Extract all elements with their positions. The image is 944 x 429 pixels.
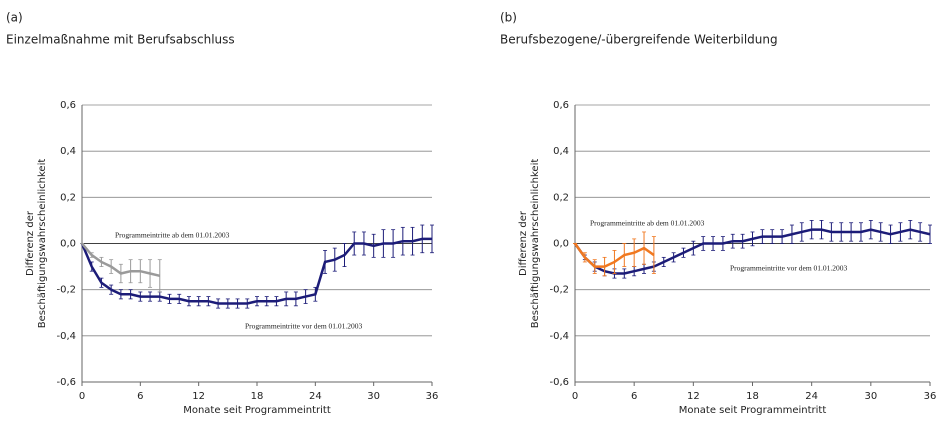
chart-title: Berufsbezogene/-übergreifende Weiterbild… [500, 33, 778, 47]
y-tick-label: 0,2 [553, 192, 569, 203]
y-axis-label: Beschäftigungswahrscheinlichkeit [37, 159, 48, 329]
annotation: Programmeintritte ab dem 01.01.2003 [590, 219, 705, 228]
x-axis-label: Monate seit Programmeintritt [679, 405, 827, 416]
y-tick-label: -0,4 [549, 331, 569, 342]
x-tick-label: 6 [631, 391, 637, 402]
series-line [573, 228, 931, 275]
x-tick-label: 18 [746, 391, 759, 402]
y-tick-label: -0,4 [56, 331, 76, 342]
annotation: Programmeintritte ab dem 01.01.2003 [115, 231, 230, 240]
y-tick-label: 0,0 [553, 239, 569, 250]
y-tick-label: -0,2 [56, 285, 76, 296]
y-tick-label: -0,6 [549, 377, 569, 388]
x-tick-label: 0 [79, 391, 85, 402]
y-axis-label: Differenz der [518, 210, 529, 276]
y-tick-label: 0,0 [60, 239, 76, 250]
y-tick-label: 0,6 [60, 100, 76, 111]
x-tick-label: 24 [309, 391, 322, 402]
x-tick-label: 12 [192, 391, 205, 402]
panel-label: (b) [500, 11, 517, 25]
series-line [573, 242, 655, 268]
y-tick-label: 0,4 [60, 146, 76, 157]
x-tick-label: 12 [687, 391, 700, 402]
panel-label: (a) [6, 11, 23, 25]
series-line [80, 237, 432, 305]
y-tick-label: 0,6 [553, 100, 569, 111]
x-tick-label: 6 [137, 391, 143, 402]
x-tick-label: 30 [864, 391, 877, 402]
y-axis-label: Beschäftigungswahrscheinlichkeit [530, 159, 541, 329]
x-tick-label: 36 [924, 391, 937, 402]
annotation: Programmeintritte vor dem 01.01.2003 [730, 264, 848, 273]
y-tick-label: 0,2 [60, 192, 76, 203]
annotation: Programmeintritte vor dem 01.01.2003 [245, 322, 363, 331]
y-tick-label: -0,2 [549, 285, 569, 296]
x-tick-label: 36 [426, 391, 439, 402]
x-tick-label: 0 [572, 391, 578, 402]
y-tick-label: -0,6 [56, 377, 76, 388]
x-tick-label: 30 [367, 391, 380, 402]
y-tick-label: 0,4 [553, 146, 569, 157]
x-tick-label: 24 [805, 391, 818, 402]
x-axis-label: Monate seit Programmeintritt [183, 405, 331, 416]
x-tick-label: 18 [251, 391, 264, 402]
y-axis-label: Differenz der [25, 210, 36, 276]
chart-title: Einzelmaßnahme mit Berufsabschluss [6, 33, 235, 47]
series-line [81, 242, 161, 278]
